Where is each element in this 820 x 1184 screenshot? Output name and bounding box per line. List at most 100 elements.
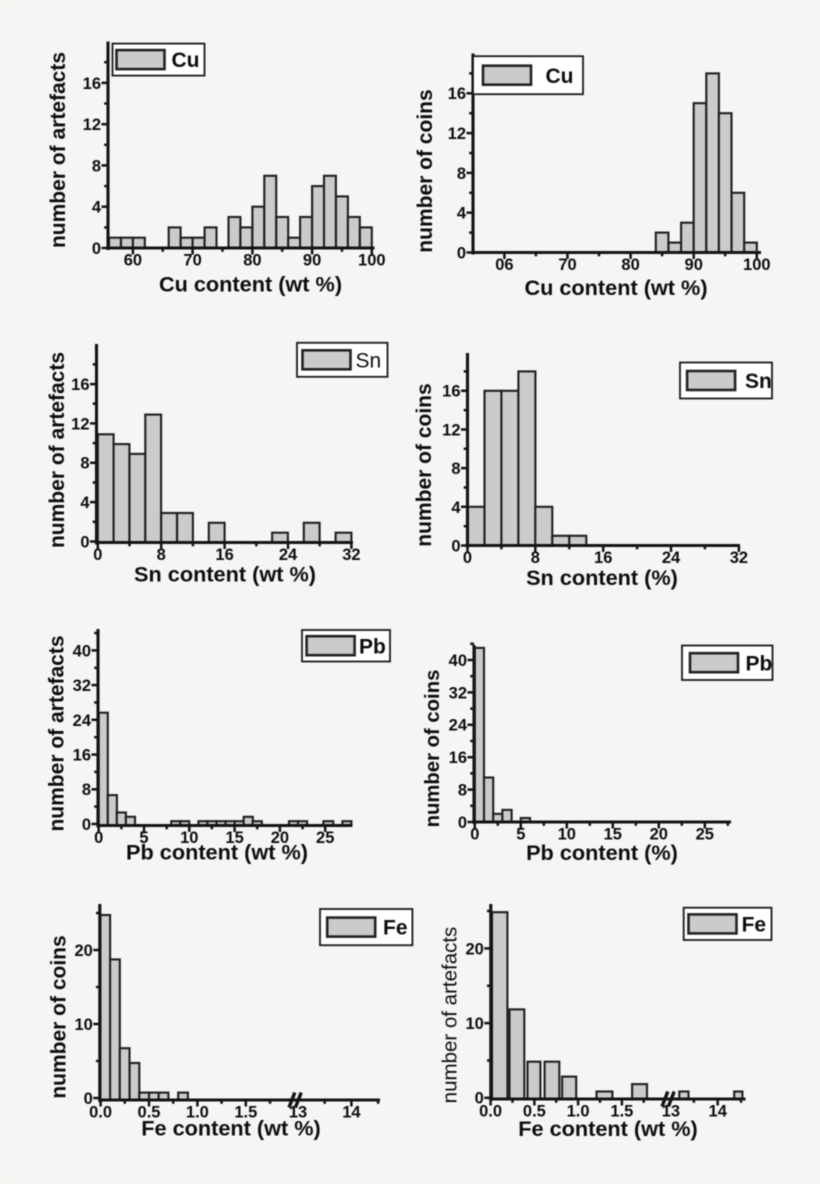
svg-text:0: 0 [82, 816, 91, 834]
svg-text:16: 16 [448, 85, 466, 103]
svg-text:20: 20 [650, 826, 668, 844]
svg-text:16: 16 [449, 749, 467, 767]
svg-text:8: 8 [157, 546, 166, 564]
svg-text:0.0: 0.0 [89, 1104, 112, 1122]
svg-text:12: 12 [442, 421, 460, 439]
svg-text:14: 14 [342, 1104, 361, 1122]
svg-text:0: 0 [457, 244, 466, 262]
svg-text:12: 12 [71, 415, 89, 433]
svg-text:number of artefacts: number of artefacts [439, 927, 462, 1104]
svg-text:number of artefacts: number of artefacts [47, 52, 70, 248]
svg-text:Pb: Pb [359, 635, 386, 658]
svg-text:number of coins: number of coins [48, 935, 71, 1098]
svg-text:4: 4 [80, 494, 90, 512]
svg-text:Fe content (wt %): Fe content (wt %) [518, 1116, 698, 1141]
svg-text:8: 8 [92, 157, 101, 175]
svg-text:8: 8 [531, 549, 540, 567]
svg-text:32: 32 [449, 684, 467, 702]
svg-text:8: 8 [458, 782, 467, 800]
svg-text:14: 14 [709, 1103, 728, 1121]
svg-text:Pb content (%): Pb content (%) [526, 840, 678, 865]
svg-text:70: 70 [183, 252, 201, 270]
svg-text:8: 8 [80, 455, 89, 473]
svg-text:10: 10 [465, 1015, 483, 1033]
svg-text:Fe: Fe [742, 913, 767, 936]
svg-text:0.0: 0.0 [479, 1103, 502, 1121]
svg-text:4: 4 [92, 199, 102, 217]
svg-text:24: 24 [662, 549, 681, 567]
svg-text:8: 8 [457, 165, 466, 183]
svg-text:0: 0 [470, 826, 479, 844]
svg-text:Cu content (wt %): Cu content (wt %) [524, 275, 707, 300]
svg-text:0: 0 [80, 533, 89, 551]
svg-text:16: 16 [73, 747, 91, 765]
svg-text:32: 32 [730, 549, 748, 567]
svg-text:40: 40 [73, 642, 91, 660]
svg-text:70: 70 [558, 256, 576, 274]
svg-text:0: 0 [451, 537, 460, 555]
svg-text:25: 25 [696, 826, 714, 844]
svg-text:Fe: Fe [383, 917, 408, 940]
svg-text:Pb: Pb [746, 652, 773, 675]
svg-text:Cu: Cu [172, 49, 200, 72]
svg-text:16: 16 [83, 75, 101, 93]
svg-text:06: 06 [495, 256, 513, 274]
svg-text:13: 13 [289, 1104, 307, 1122]
svg-text:number of coins: number of coins [414, 89, 437, 252]
svg-text:Sn: Sn [356, 349, 382, 372]
svg-text:100: 100 [358, 252, 386, 270]
svg-text:Sn: Sn [745, 370, 772, 393]
svg-text:4: 4 [451, 499, 461, 517]
svg-text:0: 0 [458, 814, 467, 832]
svg-text:Pb content (wt %): Pb content (wt %) [126, 840, 308, 865]
svg-text:25: 25 [316, 829, 334, 847]
svg-text:20: 20 [465, 940, 483, 958]
svg-text:0: 0 [463, 549, 472, 567]
svg-text:0: 0 [94, 829, 103, 847]
svg-text:20: 20 [271, 829, 289, 847]
svg-text:16: 16 [594, 549, 612, 567]
svg-text:20: 20 [74, 942, 92, 960]
svg-text:80: 80 [243, 252, 261, 270]
svg-text:16: 16 [442, 383, 460, 401]
svg-text:15: 15 [225, 829, 243, 847]
svg-text:4: 4 [457, 205, 467, 223]
svg-text:Cu content (wt %): Cu content (wt %) [159, 271, 342, 296]
svg-text:Sn content (wt %): Sn content (wt %) [134, 562, 316, 587]
svg-text:8: 8 [82, 781, 91, 799]
svg-text:12: 12 [448, 125, 466, 143]
svg-text:5: 5 [516, 826, 525, 844]
svg-text:Sn content (%): Sn content (%) [526, 565, 678, 590]
svg-text:number of coins: number of coins [413, 383, 436, 546]
svg-text:0: 0 [475, 1090, 484, 1108]
svg-text:13: 13 [662, 1103, 680, 1121]
svg-text:number of artefacts: number of artefacts [46, 635, 69, 831]
svg-text:10: 10 [74, 1016, 92, 1034]
svg-text:0: 0 [93, 546, 102, 564]
svg-text:10: 10 [558, 826, 576, 844]
svg-text:1.0: 1.0 [186, 1104, 209, 1122]
svg-text:16: 16 [215, 546, 233, 564]
svg-text:8: 8 [451, 460, 460, 478]
svg-text:100: 100 [743, 256, 771, 274]
svg-text:number of artefacts: number of artefacts [46, 352, 69, 548]
svg-text:40: 40 [449, 652, 467, 670]
svg-text:10: 10 [180, 829, 198, 847]
svg-text:24: 24 [449, 717, 468, 735]
svg-text:24: 24 [279, 546, 298, 564]
svg-text:1.0: 1.0 [567, 1103, 590, 1121]
svg-text:32: 32 [342, 546, 360, 564]
svg-text:90: 90 [685, 256, 703, 274]
svg-text:0: 0 [92, 240, 101, 258]
svg-text:Cu: Cu [546, 65, 574, 88]
svg-text:5: 5 [139, 829, 148, 847]
svg-text:15: 15 [604, 826, 622, 844]
svg-text:80: 80 [621, 256, 639, 274]
svg-text:0: 0 [84, 1090, 93, 1108]
svg-text:32: 32 [73, 677, 91, 695]
svg-text:1.5: 1.5 [234, 1104, 257, 1122]
svg-text:number of coins: number of coins [422, 670, 444, 828]
svg-text:60: 60 [124, 252, 142, 270]
svg-text:Fe content (wt %): Fe content (wt %) [141, 1116, 321, 1141]
svg-text:0.5: 0.5 [523, 1103, 546, 1121]
